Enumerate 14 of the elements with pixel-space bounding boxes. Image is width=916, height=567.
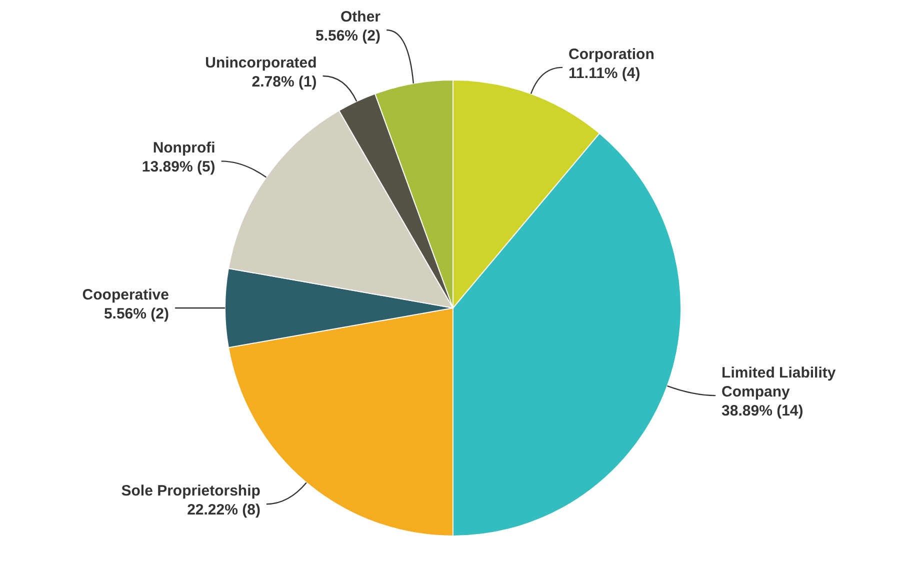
slice-label: Limited Liability Company	[722, 364, 836, 401]
data-label: 2.78% (1)	[252, 73, 317, 90]
slice-label: Nonprofi	[152, 140, 216, 157]
slice-label: Cooperative	[82, 286, 169, 304]
data-label: 5.56% (2)	[104, 306, 169, 322]
data-label: 11.11% (4)	[568, 64, 640, 82]
slice-label: Other	[340, 8, 381, 26]
slice-label: Sole Proprietorship	[121, 482, 260, 500]
data-label: 38.89% (14)	[722, 402, 804, 420]
slice-label: Corporation	[568, 46, 654, 63]
data-label: 13.89% (5)	[142, 158, 216, 176]
data-label: 22.22% (8)	[187, 502, 260, 519]
slice-label: Unincorporated	[205, 54, 317, 72]
data-label: 5.56% (2)	[316, 27, 381, 44]
